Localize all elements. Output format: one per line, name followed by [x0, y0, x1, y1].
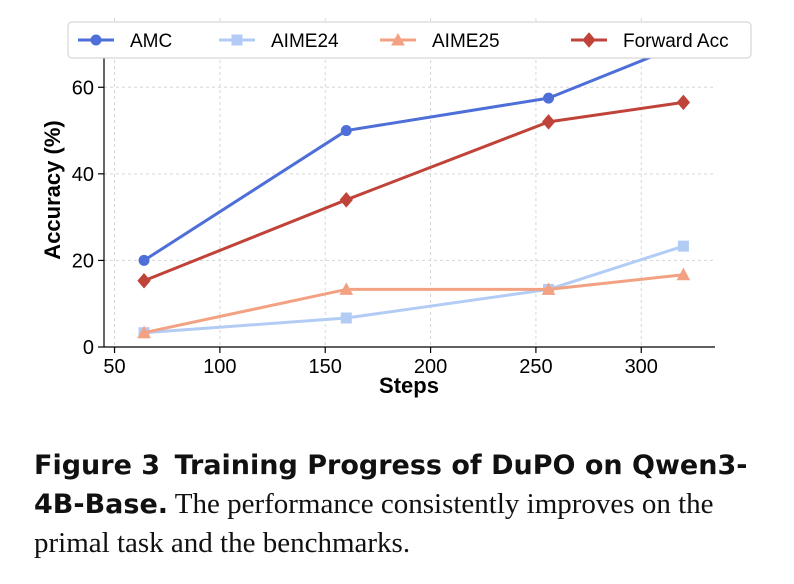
x-tick-label: 250	[519, 356, 552, 378]
series-line-aime24	[143, 244, 684, 335]
legend-label: AIME25	[432, 31, 500, 52]
x-tick-label: 50	[103, 356, 125, 378]
legend-item-amc: AMC	[78, 31, 172, 52]
y-axis-title: Accuracy (%)	[40, 120, 65, 259]
y-tick-label: 20	[72, 250, 94, 272]
series-line-amc	[143, 42, 684, 262]
x-axis-title: Steps	[379, 373, 439, 398]
y-tick-label: 0	[83, 337, 94, 359]
data-point-aime25	[541, 282, 556, 295]
legend-item-aime24: AIME24	[219, 31, 339, 52]
figure-caption: Figure 3 Training Progress of DuPO on Qw…	[34, 446, 774, 562]
data-point-amc	[543, 92, 555, 104]
data-point-amc	[340, 125, 352, 137]
series-group	[137, 38, 691, 339]
data-point-forward-acc	[541, 114, 556, 130]
series-line-aime25	[143, 273, 684, 335]
data-point-aime24	[340, 312, 352, 324]
data-point-aime25	[339, 282, 354, 295]
series-amc	[138, 38, 689, 266]
caption-text: The performance consistently improves on…	[34, 488, 714, 559]
legend-marker	[90, 34, 102, 46]
legend: AMC AIME24 AIME25 Forward Acc	[67, 21, 752, 59]
y-tick-label: 40	[72, 164, 94, 186]
axis-ticks: 50 100 150 200 250 300 0 20 40 60	[72, 77, 658, 378]
data-point-amc	[138, 254, 150, 266]
legend-marker	[391, 32, 405, 46]
caption-figure-label: Figure 3	[34, 450, 161, 481]
legend-label: Forward Acc	[623, 31, 729, 52]
legend-label: AMC	[130, 31, 172, 52]
caption-title: Training Progress of DuPO on Qwen3-4B-Ba…	[34, 450, 748, 520]
data-point-forward-acc	[137, 272, 151, 289]
grid-lines	[104, 18, 715, 348]
legend-label: AIME24	[271, 31, 339, 52]
data-point-forward-acc	[339, 192, 353, 208]
x-tick-label: 100	[203, 356, 236, 378]
line-chart: 50 100 150 200 250 300 0 20 40 60 Steps Accuracy …	[40, 18, 752, 398]
data-point-forward-acc	[676, 94, 691, 111]
x-tick-label: 300	[625, 356, 658, 378]
legend-item-forward-acc: Forward Acc	[571, 31, 729, 52]
data-point-aime25	[137, 325, 151, 339]
x-tick-label: 200	[414, 356, 447, 378]
series-forward-acc	[137, 94, 691, 289]
y-tick-label: 60	[72, 77, 94, 99]
legend-item-aime25: AIME25	[380, 31, 500, 52]
series-aime25	[137, 267, 691, 339]
series-line-forward-acc	[143, 100, 684, 283]
data-point-aime24	[677, 240, 689, 252]
legend-marker	[582, 32, 596, 48]
data-point-aime25	[676, 267, 691, 281]
x-tick-label: 150	[309, 356, 342, 378]
legend-marker	[231, 34, 243, 46]
